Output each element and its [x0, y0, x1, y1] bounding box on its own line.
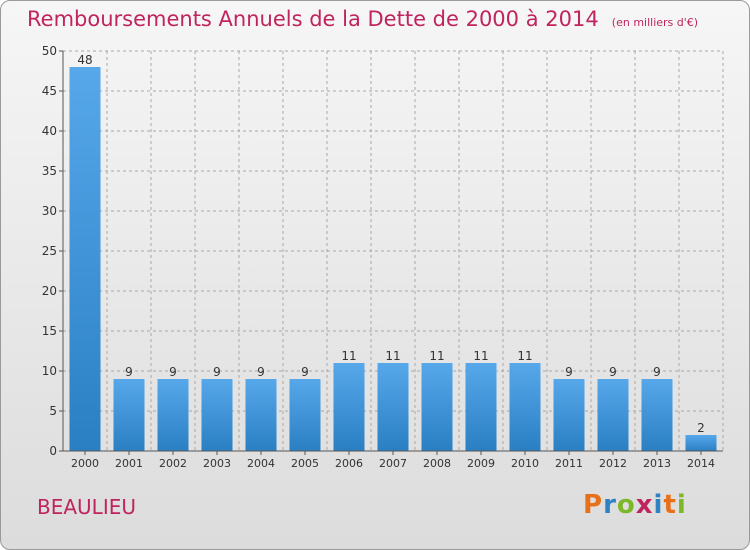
y-tick-label: 45: [42, 84, 57, 98]
data-label: 9: [653, 365, 661, 379]
data-label: 9: [169, 365, 177, 379]
bar: [245, 379, 277, 451]
bar: [69, 67, 101, 451]
data-label: 11: [473, 349, 488, 363]
data-label: 9: [609, 365, 617, 379]
brand-letter: i: [653, 490, 664, 520]
bar: [289, 379, 321, 451]
data-label: 9: [213, 365, 221, 379]
data-label: 9: [301, 365, 309, 379]
bar: [685, 435, 717, 451]
y-tick-label: 20: [42, 284, 57, 298]
bar: [509, 363, 541, 451]
x-tick-label: 2004: [247, 457, 275, 470]
x-tick-label: 2008: [423, 457, 451, 470]
bar: [157, 379, 189, 451]
brand-letter: i: [676, 490, 687, 520]
data-label: 11: [429, 349, 444, 363]
data-label: 11: [385, 349, 400, 363]
proxiti-logo: Proxiti: [583, 490, 687, 520]
data-label: 48: [77, 53, 92, 67]
y-tick-label: 40: [42, 124, 57, 138]
brand-letter: P: [583, 490, 604, 520]
bar: [597, 379, 629, 451]
brand-letter: o: [616, 490, 636, 520]
data-label: 11: [341, 349, 356, 363]
title-row: Remboursements Annuels de la Dette de 20…: [27, 7, 698, 31]
bar: [333, 363, 365, 451]
y-tick-label: 30: [42, 204, 57, 218]
brand-letter: x: [635, 490, 654, 520]
x-tick-label: 2007: [379, 457, 407, 470]
data-label: 9: [565, 365, 573, 379]
chart-subtitle: (en milliers d'€): [611, 16, 699, 29]
bars: [69, 67, 717, 451]
bar: [553, 379, 585, 451]
x-tick-label: 2001: [115, 457, 143, 470]
chart-title: Remboursements Annuels de la Dette de 20…: [27, 7, 599, 31]
y-tick-label: 15: [42, 324, 57, 338]
x-tick-label: 2014: [687, 457, 715, 470]
x-tick-label: 2011: [555, 457, 583, 470]
x-tick-label: 2013: [643, 457, 671, 470]
x-tick-label: 2010: [511, 457, 539, 470]
brand-letter: r: [603, 490, 617, 520]
x-tick-label: 2002: [159, 457, 187, 470]
bar: [421, 363, 453, 451]
y-tick-label: 50: [42, 44, 57, 58]
bar: [465, 363, 497, 451]
bar: [377, 363, 409, 451]
bar: [113, 379, 145, 451]
brand-letter: t: [663, 490, 677, 520]
y-tick-label: 0: [49, 444, 57, 458]
bar: [641, 379, 673, 451]
x-tick-label: 2005: [291, 457, 319, 470]
x-tick-label: 2000: [71, 457, 99, 470]
data-label: 11: [517, 349, 532, 363]
y-tick-label: 5: [49, 404, 57, 418]
data-label: 9: [257, 365, 265, 379]
y-tick-label: 25: [42, 244, 57, 258]
x-tick-label: 2009: [467, 457, 495, 470]
commune-name: BEAULIEU: [37, 495, 136, 519]
x-tick-label: 2012: [599, 457, 627, 470]
axes: 0 5 10 15 20 25 30 35 40 45 50 2000 2001 2002 2003 2004…: [42, 44, 723, 470]
data-label: 2: [697, 421, 705, 435]
x-tick-label: 2006: [335, 457, 363, 470]
y-tick-label: 10: [42, 364, 57, 378]
data-label: 9: [125, 365, 133, 379]
bar: [201, 379, 233, 451]
y-tick-label: 35: [42, 164, 57, 178]
x-tick-label: 2003: [203, 457, 231, 470]
data-labels: 48 9 9 9 9 9 11 11 11 11 11 9 9 9 2: [77, 53, 704, 435]
